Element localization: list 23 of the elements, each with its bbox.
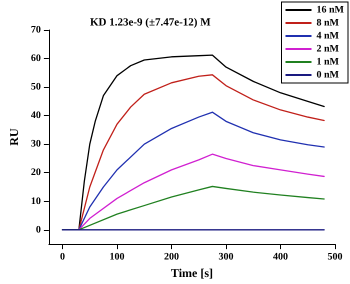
x-tick-label: 0: [60, 252, 66, 263]
legend-label: 16 nM: [316, 4, 345, 16]
legend-label: 8 nM: [316, 18, 340, 28]
chart-title: KD 1.23e-9 (±7.47e-12) M: [90, 16, 212, 28]
legend-label: 2 nM: [316, 44, 340, 54]
y-tick-label: 60: [30, 53, 41, 64]
y-tick-label: 30: [30, 138, 41, 150]
y-tick-label: 20: [30, 167, 41, 178]
y-tick-label: 50: [30, 82, 41, 93]
x-tick-label: 300: [218, 252, 234, 263]
y-tick-label: 40: [30, 110, 41, 122]
x-axis-title: Time [s]: [170, 266, 214, 280]
x-tick-label: 200: [164, 252, 180, 263]
y-tick-label: 70: [30, 24, 41, 36]
x-tick-label: 100: [110, 252, 125, 263]
y-axis-title: RU: [7, 128, 21, 146]
y-tick-label: 10: [30, 196, 41, 207]
x-tick-label: 500: [328, 252, 342, 263]
legend-label: 0 nM: [316, 70, 340, 80]
y-tick-label: 0: [36, 224, 41, 236]
x-tick-label: 400: [273, 252, 288, 263]
legend-label: 4 nM: [316, 30, 340, 42]
legend-label: 1 nM: [316, 56, 340, 68]
